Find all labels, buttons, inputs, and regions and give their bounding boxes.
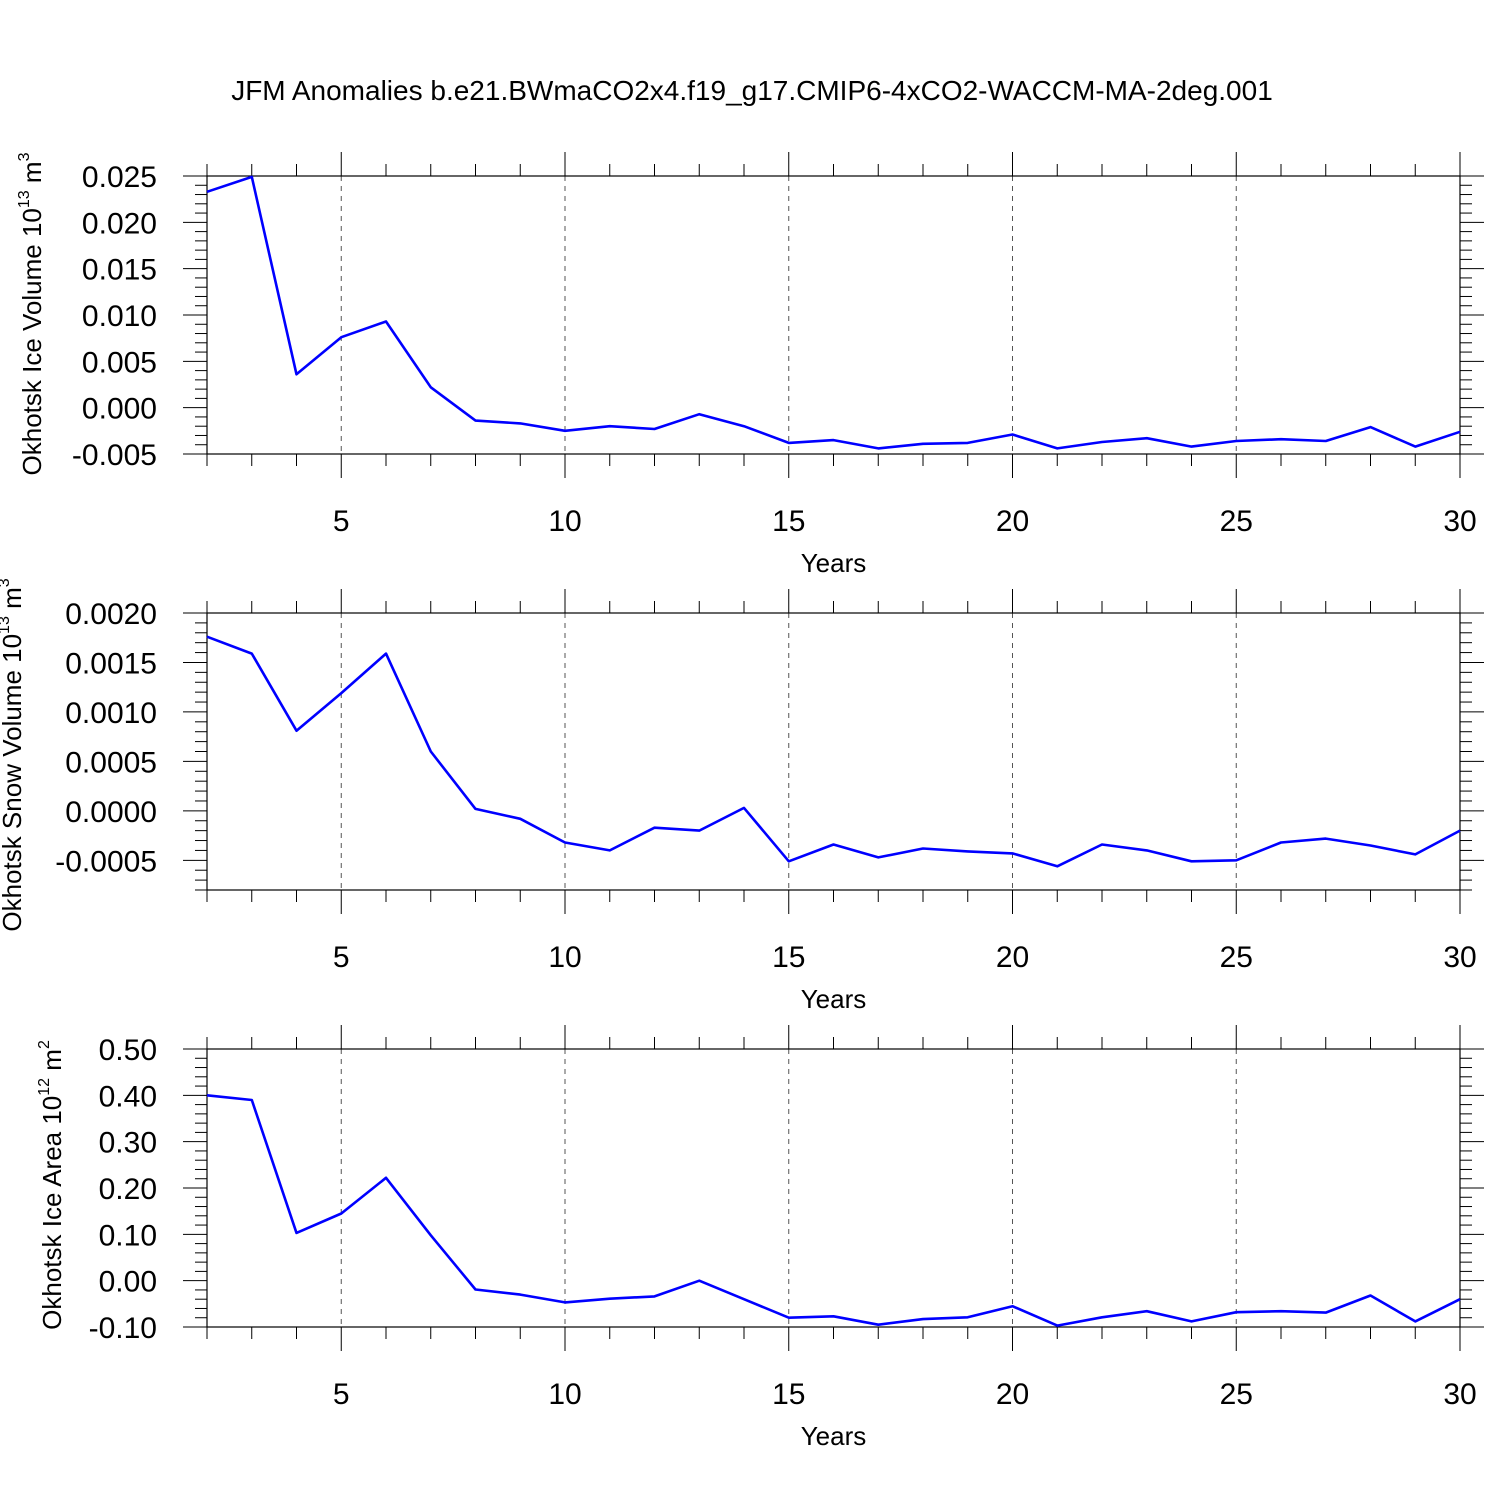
x-tick-label: 20 [996,505,1029,538]
series-line [206,1094,1461,1327]
x-tick-label: 25 [1220,1378,1253,1411]
chart-panel-3: 5 10 15 20 25 30 Years -0.10 0.00 0.10 0.20 0.30 0.4… [36,1025,1484,1451]
x-tick-label: 25 [1220,505,1253,538]
y-tick-label: 0.005 [82,346,157,379]
y-axis-label: Okhotsk Ice Area 1012 m2 [36,1040,67,1330]
y-tick-label: 0.00 [99,1266,157,1299]
y-tick-label: 0.020 [82,207,157,240]
x-tick-label: 10 [548,505,581,538]
chart-panel-1: 5 10 15 20 25 30 Years -0.005 0.000 0.005 0.010 0.0… [16,152,1484,578]
y-tick-label: 0.025 [82,161,157,194]
x-axis-label: Years [801,548,867,578]
y-axis-label: Okhotsk Ice Volume 1013 m3 [16,152,47,475]
x-tick-label: 15 [772,941,805,974]
series-line [206,175,1461,450]
y-tick-label: -0.10 [89,1312,157,1345]
x-tick-label: 5 [333,505,350,538]
y-axis-label-unit-exponent: 3 [0,578,13,587]
y-tick-label: 0.40 [99,1080,157,1113]
y-tick-label: 0.015 [82,254,157,287]
x-axis-label: Years [801,1421,867,1451]
figure-title: JFM Anomalies b.e21.BWmaCO2x4.f19_g17.CM… [231,75,1273,106]
y-tick-label: 0.010 [82,300,157,333]
y-axis-label-text: Okhotsk Ice Volume 10 [17,208,47,475]
x-tick-label: 10 [548,1378,581,1411]
y-axis-label-text: Okhotsk Snow Volume 10 [0,634,27,932]
x-tick-label: 15 [772,505,805,538]
chart-panel-2: 5 10 15 20 25 30 Years -0.0005 0.0000 0.0005 0.001… [0,578,1484,1014]
y-axis-label-unit-exponent: 3 [16,152,33,161]
y-axis-label-unit: m [0,587,27,616]
y-axis-label-unit: m [17,161,47,190]
plot-frame [206,612,1461,891]
y-tick-label: 0.10 [99,1219,157,1252]
y-tick-label: 0.0015 [65,647,157,680]
y-tick-label: 0.0020 [65,598,157,631]
panels: 5 10 15 20 25 30Years-0.0050.0000.0050.0100.0… [0,152,1484,1451]
y-tick-label: -0.0005 [55,845,157,878]
x-tick-label: 20 [996,941,1029,974]
y-axis-label-exponent: 12 [36,1078,53,1096]
x-tick-label: 20 [996,1378,1029,1411]
x-tick-label: 15 [772,1378,805,1411]
x-tick-label: 25 [1220,941,1253,974]
series-line [206,635,1461,868]
y-tick-label: -0.005 [72,439,157,472]
y-axis-label-exponent: 13 [0,616,13,634]
y-axis-label-unit: m [37,1049,67,1078]
y-tick-label: 0.20 [99,1173,157,1206]
x-tick-label: 30 [1443,1378,1476,1411]
y-tick-label: 0.0010 [65,697,157,730]
x-tick-label: 5 [333,1378,350,1411]
x-tick-label: 5 [333,941,350,974]
y-tick-label: 0.30 [99,1127,157,1160]
x-tick-label: 30 [1443,505,1476,538]
y-tick-label: 0.50 [99,1034,157,1067]
y-tick-label: 0.000 [82,393,157,426]
y-axis-label-text: Okhotsk Ice Area 10 [37,1096,67,1330]
y-axis-label-exponent: 13 [16,190,33,208]
y-axis-label-unit-exponent: 2 [36,1040,53,1049]
plot-frame [206,175,1461,455]
y-tick-label: 0.0005 [65,746,157,779]
x-axis-label: Years [801,984,867,1014]
y-axis-label: Okhotsk Snow Volume 1013 m3 [0,578,27,931]
y-tick-label: 0.0000 [65,796,157,829]
x-tick-label: 30 [1443,941,1476,974]
x-tick-label: 10 [548,941,581,974]
